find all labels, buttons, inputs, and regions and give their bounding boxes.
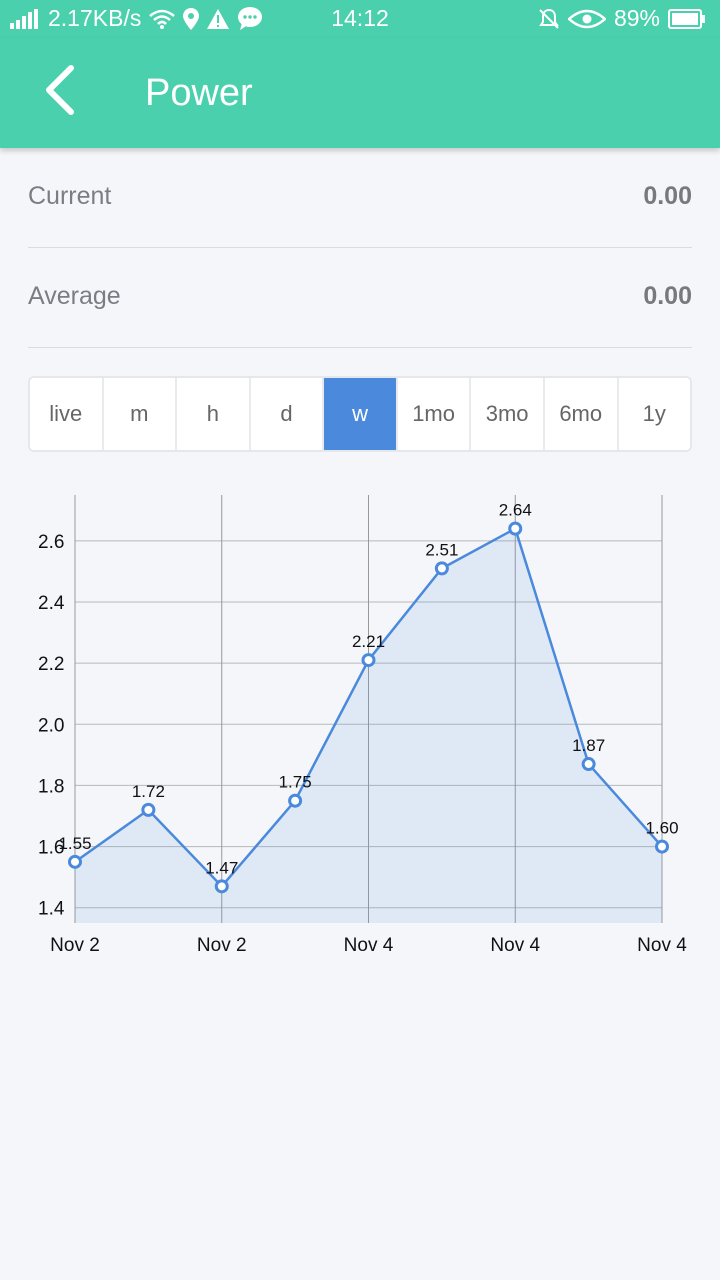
- data-point: [361, 653, 376, 668]
- data-point: [68, 854, 82, 869]
- chart-svg: 1.4 1.6 1.8 2.0 2.2 2.4 2.6 Nov 2 Nov 2 Nov 4 Nov …: [38, 495, 687, 956]
- mute-icon: [538, 8, 560, 30]
- range-button-live[interactable]: live: [30, 378, 104, 450]
- x-tick-label: Nov 2: [50, 935, 100, 956]
- data-label: 1.55: [58, 834, 91, 853]
- y-tick-label: 2.6: [38, 532, 64, 553]
- y-tick-label: 2.4: [38, 593, 65, 614]
- range-button-6mo[interactable]: 6mo: [544, 378, 619, 450]
- status-bar: 2.17KB/s 14:12 89%: [0, 0, 720, 38]
- battery-icon: [668, 8, 706, 29]
- range-button-m[interactable]: m: [103, 378, 178, 450]
- data-label: 2.21: [352, 632, 385, 651]
- data-point: [655, 839, 669, 854]
- data-point: [214, 879, 229, 894]
- back-button[interactable]: [30, 60, 90, 124]
- range-button-3mo[interactable]: 3mo: [471, 378, 545, 450]
- chat-icon: [237, 6, 263, 31]
- x-tick-label: Nov 4: [344, 935, 394, 956]
- data-label: 1.60: [645, 819, 678, 838]
- x-tick-label: Nov 4: [637, 935, 687, 956]
- location-icon: [183, 7, 200, 30]
- range-button-1y[interactable]: 1y: [618, 378, 690, 450]
- x-tick-label: Nov 2: [197, 935, 247, 956]
- average-value: 0.00: [643, 282, 692, 310]
- range-button-d[interactable]: d: [250, 378, 325, 450]
- y-tick-label: 1.8: [38, 776, 64, 797]
- page-title: Power: [145, 72, 253, 114]
- data-label: 2.64: [499, 501, 532, 520]
- data-label: 1.72: [132, 782, 165, 801]
- average-row: Average 0.00: [28, 248, 692, 348]
- network-speed: 2.17KB/s: [48, 5, 142, 31]
- time-range-selector: live m h d w 1mo 3mo 6mo 1y: [28, 376, 692, 452]
- range-button-1mo[interactable]: 1mo: [397, 378, 472, 450]
- chevron-left-icon: [43, 64, 77, 121]
- current-row: Current 0.00: [28, 148, 692, 248]
- current-label: Current: [28, 182, 112, 210]
- battery-percent: 89%: [613, 5, 660, 31]
- current-value: 0.00: [643, 182, 692, 210]
- clock: 14:12: [331, 5, 389, 31]
- data-point: [508, 521, 523, 536]
- average-label: Average: [28, 282, 121, 310]
- wifi-icon: [149, 9, 176, 29]
- range-button-w[interactable]: w: [324, 378, 398, 450]
- eye-icon: [567, 9, 606, 29]
- y-tick-label: 2.2: [38, 654, 64, 675]
- data-point: [141, 802, 156, 817]
- range-button-h[interactable]: h: [177, 378, 251, 450]
- data-label: 2.51: [425, 540, 458, 559]
- y-tick-label: 2.0: [38, 715, 64, 736]
- y-tick-label: 1.6: [38, 838, 64, 859]
- data-label: 1.47: [205, 858, 238, 877]
- y-tick-label: 1.4: [38, 899, 65, 920]
- data-point: [288, 793, 303, 808]
- data-point: [434, 561, 449, 576]
- data-label: 1.87: [572, 736, 605, 755]
- series-area: [75, 528, 662, 923]
- x-tick-label: Nov 4: [490, 935, 540, 956]
- data-point: [581, 757, 596, 772]
- warning-icon: [207, 8, 230, 29]
- power-chart: 1.4 1.6 1.8 2.0 2.2 2.4 2.6 Nov 2 Nov 2 Nov 4 Nov …: [0, 470, 720, 970]
- signal-icon: [10, 8, 40, 29]
- data-label: 1.75: [279, 773, 312, 792]
- app-bar: Power: [0, 38, 720, 148]
